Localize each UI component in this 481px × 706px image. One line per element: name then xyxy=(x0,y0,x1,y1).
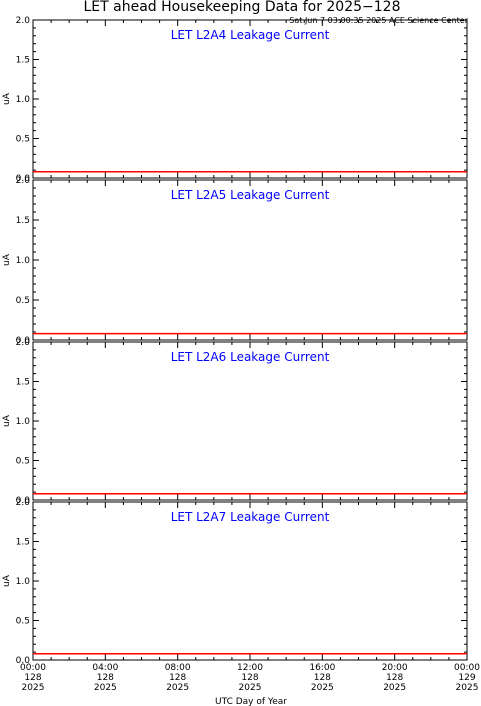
y-tick-label: 1.0 xyxy=(16,577,31,587)
chart-panels: 0.0 0.5 1.0 1.5 2.0 uA LET L2A4 Leakage Curren… xyxy=(2,16,480,693)
x-tick-label-year: 2025 xyxy=(311,683,334,693)
y-tick-label: 1.5 xyxy=(16,56,30,66)
y-tick-label: 0.0 xyxy=(16,336,31,346)
x-tick-label-doy: 128 xyxy=(386,673,403,683)
panel-1: 0.0 0.5 1.0 1.5 2.0 uA LET L2A4 Leakage Curren… xyxy=(2,16,468,184)
panel-3: 0.0 0.5 1.0 1.5 2.0 uA LET L2A6 Leakage Curren… xyxy=(2,338,468,506)
chart-main-title: LET ahead Housekeeping Data for 2025−128 xyxy=(84,0,401,15)
x-tick-label-year: 2025 xyxy=(383,683,406,693)
x-tick-label-doy: 128 xyxy=(97,673,114,683)
x-tick-label-time: 04:00 xyxy=(92,663,118,673)
y-tick-label: 2.0 xyxy=(16,176,31,186)
y-tick-label: 2.0 xyxy=(16,498,31,508)
y-tick-label: 0.5 xyxy=(16,617,30,627)
x-axis-title: UTC Day of Year xyxy=(215,697,287,706)
y-axis-title: uA xyxy=(2,92,12,105)
y-tick-label: 2.0 xyxy=(16,338,31,348)
y-tick-label: 0.5 xyxy=(16,457,30,467)
y-axis-title: uA xyxy=(2,253,12,266)
y-tick-label: 1.0 xyxy=(16,95,31,105)
x-tick-label-year: 2025 xyxy=(94,683,117,693)
x-tick-label-year: 2025 xyxy=(456,683,479,693)
x-tick-label-doy: 128 xyxy=(169,673,186,683)
y-tick-label: 0.0 xyxy=(16,496,31,506)
y-tick-label: 0.5 xyxy=(16,135,30,145)
panel-4: 0.0 0.5 1.0 1.5 2.0 uA LET L2A7 Leakage Curren… xyxy=(2,498,468,666)
x-tick-label-doy: 129 xyxy=(458,673,475,683)
x-tick-label-time: 20:00 xyxy=(382,663,408,673)
x-tick-label-year: 2025 xyxy=(166,683,189,693)
x-tick-label-year: 2025 xyxy=(22,683,45,693)
y-tick-label: 1.5 xyxy=(16,378,30,388)
y-axis-title: uA xyxy=(2,414,12,427)
y-tick-label: 2.0 xyxy=(16,16,31,26)
panel-2: 0.0 0.5 1.0 1.5 2.0 uA LET L2A5 Leakage Curren… xyxy=(2,176,468,346)
y-tick-label: 1.5 xyxy=(16,216,30,226)
y-tick-label: 1.0 xyxy=(16,256,31,266)
y-tick-label: 1.0 xyxy=(16,417,31,427)
x-tick-label-doy: 128 xyxy=(241,673,258,683)
panel-title: LET L2A4 Leakage Current xyxy=(171,28,330,42)
x-tick-label-time: 00:00 xyxy=(20,663,46,673)
x-tick-label-time: 00:00 xyxy=(454,663,480,673)
y-tick-label: 1.5 xyxy=(16,538,30,548)
y-tick-label: 0.5 xyxy=(16,296,30,306)
panel-title: LET L2A5 Leakage Current xyxy=(171,188,330,202)
panel-title: LET L2A7 Leakage Current xyxy=(171,510,330,524)
panel-title: LET L2A6 Leakage Current xyxy=(171,350,330,364)
x-tick-label-time: 08:00 xyxy=(165,663,191,673)
x-tick-label-time: 16:00 xyxy=(309,663,335,673)
x-tick-label-year: 2025 xyxy=(239,683,262,693)
y-tick-label: 0.0 xyxy=(16,656,31,666)
x-tick-label-doy: 128 xyxy=(314,673,331,683)
y-tick-label: 0.0 xyxy=(16,174,31,184)
x-tick-label-doy: 128 xyxy=(24,673,41,683)
x-tick-label-time: 12:00 xyxy=(237,663,263,673)
y-axis-title: uA xyxy=(2,574,12,587)
